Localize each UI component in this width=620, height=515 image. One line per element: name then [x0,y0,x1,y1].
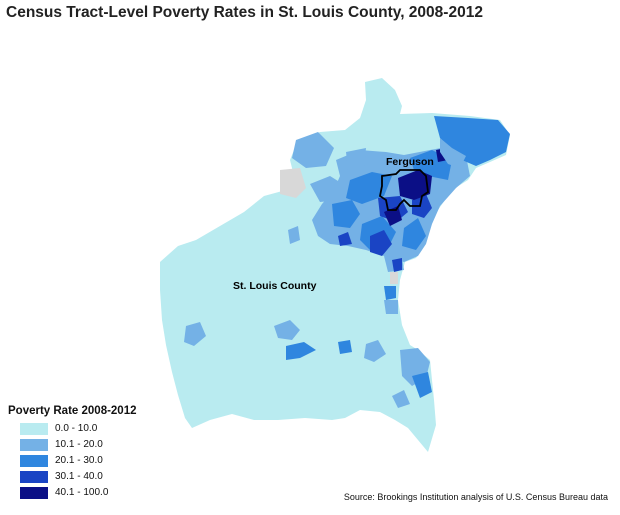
legend-label: 30.1 - 40.0 [55,471,103,482]
legend: Poverty Rate 2008-2012 0.0 - 10.0 10.1 -… [8,405,178,501]
legend-label: 40.1 - 100.0 [55,487,109,498]
legend-title: Poverty Rate 2008-2012 [8,405,137,417]
ferguson-label: Ferguson [386,156,434,168]
legend-label: 0.0 - 10.0 [55,423,98,434]
map-title: Census Tract-Level Poverty Rates in St. … [6,4,483,21]
legend-item: 40.1 - 100.0 [8,485,178,500]
legend-item: 0.0 - 10.0 [8,421,178,436]
ferguson-boundary [378,169,429,211]
legend-item: 30.1 - 40.0 [8,469,178,484]
legend-swatch [20,438,48,451]
legend-swatch [20,454,48,467]
source-note: Source: Brookings Institution analysis o… [343,492,608,502]
legend-item: 10.1 - 20.0 [8,437,178,452]
legend-item: 20.1 - 30.0 [8,453,178,468]
legend-swatch [20,470,48,483]
county-label: St. Louis County [233,280,317,292]
legend-swatch [20,422,48,435]
legend-swatch [20,486,48,499]
legend-label: 10.1 - 20.0 [55,439,103,450]
legend-label: 20.1 - 30.0 [55,455,103,466]
